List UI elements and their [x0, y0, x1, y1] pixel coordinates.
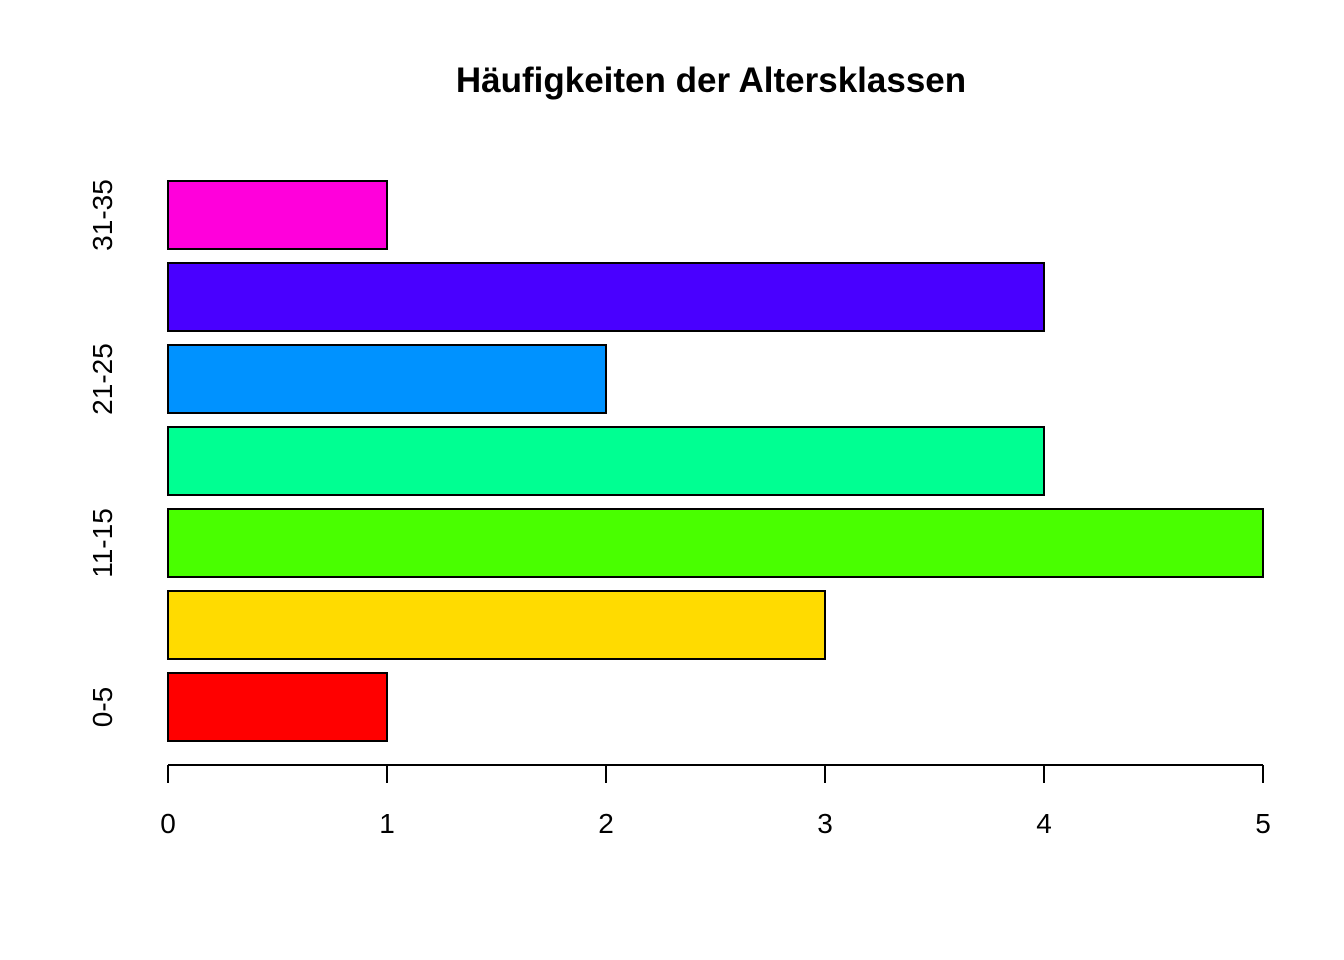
bar-26-30 [167, 262, 1045, 332]
bar-16-20 [167, 426, 1045, 496]
category-labels: 0-5 11-15 21-25 31-35 [87, 179, 118, 727]
category-label: 31-35 [87, 179, 118, 251]
bar-31-35 [167, 180, 388, 250]
x-tick-label: 0 [160, 808, 176, 839]
x-tick-label: 4 [1036, 808, 1052, 839]
x-tick-label: 1 [379, 808, 395, 839]
bar-11-15 [167, 508, 1264, 578]
bar-0-5 [167, 672, 388, 742]
bar-6-10 [167, 590, 826, 660]
category-label: 21-25 [87, 343, 118, 415]
x-tick-label: 3 [817, 808, 833, 839]
bars-group [167, 180, 1264, 742]
x-axis: 0 1 2 3 4 5 [160, 764, 1271, 839]
category-label: 0-5 [87, 687, 118, 727]
chart-title: Häufigkeiten der Altersklassen [456, 61, 966, 100]
x-tick-label: 2 [598, 808, 614, 839]
category-label: 11-15 [87, 508, 118, 578]
bar-21-25 [167, 344, 607, 414]
x-tick-label: 5 [1255, 808, 1271, 839]
